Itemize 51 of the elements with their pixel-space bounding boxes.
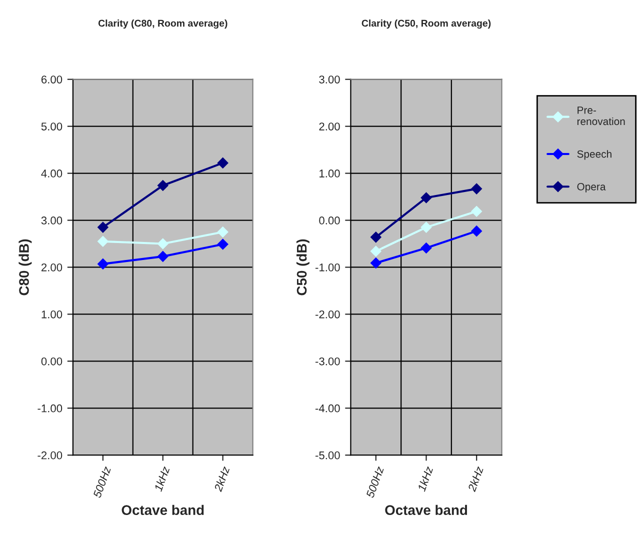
- x-tick-label: 1kHz: [154, 466, 170, 492]
- legend-label: Speech: [577, 150, 612, 160]
- x-axis-title: Octave band: [122, 504, 204, 516]
- chart-title: Clarity (C50, Room average): [362, 20, 491, 29]
- point: [370, 246, 382, 257]
- y-tick-label: 5.00: [41, 122, 62, 130]
- point: [471, 183, 482, 194]
- x-axis-title: Octave band: [385, 504, 468, 516]
- y-tick-label: 6.00: [41, 76, 62, 84]
- y-tick-label: 2.00: [319, 122, 340, 130]
- y-axis-title: C80 (dB): [18, 239, 32, 296]
- point: [217, 226, 228, 238]
- y-tick-label: 3.00: [41, 216, 62, 224]
- y-axis-title: C50 (dB): [296, 239, 310, 296]
- point: [217, 238, 228, 250]
- y-tick-label: -4.00: [315, 404, 340, 412]
- point: [370, 258, 382, 268]
- x-tick-label: 2kHz: [467, 466, 484, 492]
- point: [217, 158, 228, 168]
- point: [157, 238, 168, 250]
- point: [157, 180, 168, 191]
- point: [370, 232, 382, 243]
- y-tick-label: 2.00: [41, 264, 62, 272]
- y-tick-label: 1.00: [320, 170, 340, 178]
- legend-label: Pre-renovation: [577, 106, 625, 126]
- point: [98, 222, 108, 233]
- y-tick-label: -1.00: [315, 264, 340, 272]
- y-tick-label: 1.00: [42, 310, 62, 318]
- x-tick-label: 1kHz: [417, 466, 434, 492]
- y-tick-label: 0.00: [41, 357, 62, 366]
- legend-label: Opera: [577, 182, 606, 192]
- point: [471, 226, 482, 236]
- x-tick-label: 2kHz: [214, 466, 230, 492]
- y-tick-label: -5.00: [315, 451, 340, 460]
- point: [420, 242, 432, 254]
- y-tick-label: -3.00: [315, 357, 340, 366]
- point: [420, 192, 432, 204]
- y-tick-label: -2.00: [38, 451, 62, 460]
- x-tick-label: 500Hz: [366, 466, 384, 498]
- y-tick-label: -2.00: [315, 310, 340, 318]
- point: [471, 206, 482, 217]
- y-tick-label: -1.00: [38, 404, 62, 412]
- chart-title: Clarity (C80, Room average): [98, 20, 228, 29]
- y-tick-label: 0.00: [319, 216, 340, 224]
- point: [420, 222, 432, 233]
- y-tick-label: 4.00: [41, 170, 62, 178]
- point: [98, 258, 108, 270]
- x-tick-label: 500Hz: [92, 466, 112, 498]
- y-tick-label: 3.00: [319, 76, 340, 84]
- point: [157, 251, 168, 262]
- point: [98, 236, 108, 247]
